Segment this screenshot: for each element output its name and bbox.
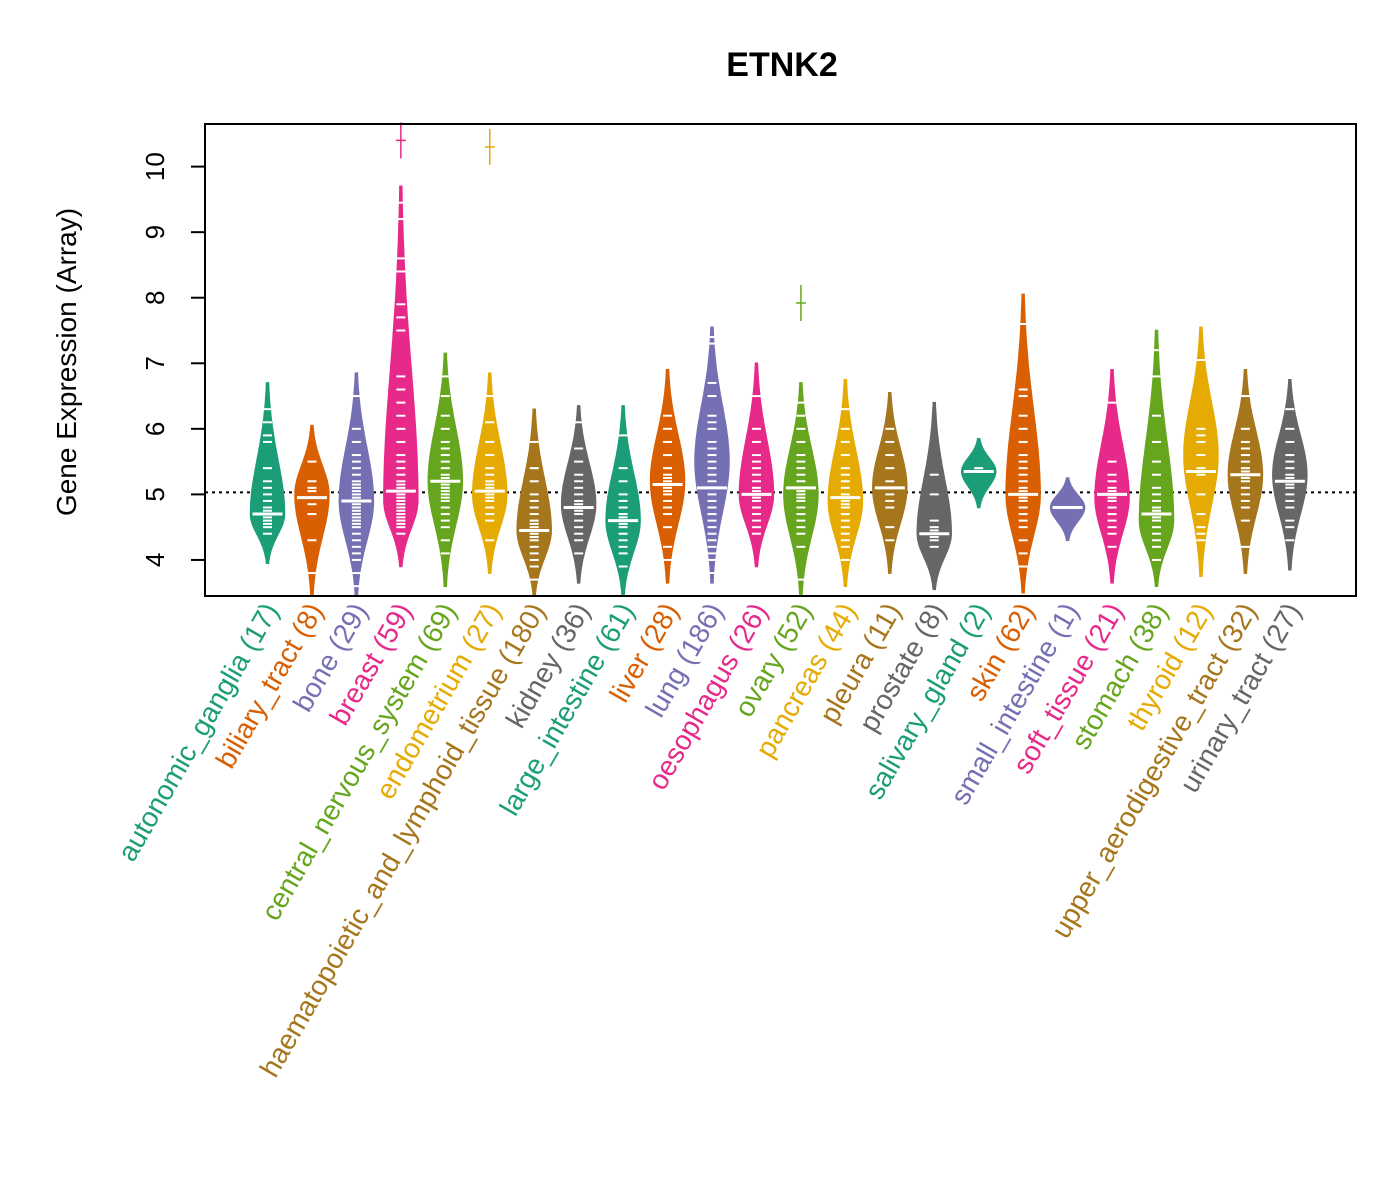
violin-small_intestine — [1049, 477, 1086, 542]
violin-urinary_tract — [1272, 378, 1308, 571]
violin-kidney — [560, 405, 597, 584]
violin-prostate — [916, 401, 952, 591]
violin-autonomic_ganglia — [249, 382, 286, 564]
violin-skin — [1005, 293, 1041, 594]
violin-bone — [338, 372, 375, 597]
y-tick-label: 9 — [140, 225, 170, 239]
y-axis-label: Gene Expression (Array) — [51, 208, 82, 516]
violin-liver — [649, 369, 686, 584]
violin-large_intestine — [605, 405, 641, 597]
y-tick-label: 7 — [140, 356, 170, 370]
violin-biliary_tract — [294, 424, 330, 597]
y-tick-label: 10 — [140, 152, 170, 181]
violin-haematopoietic_and_lymphoid_tissue — [516, 408, 552, 597]
violin-endometrium — [472, 128, 508, 574]
violin-lung — [694, 326, 730, 584]
violin-pleura — [872, 392, 908, 574]
violin-salivary_gland — [960, 437, 997, 509]
violin-oesophagus — [738, 362, 775, 568]
violin-stomach — [1138, 329, 1175, 587]
violin-pancreas — [827, 378, 864, 587]
violin-ovary — [783, 284, 819, 597]
y-tick-label: 8 — [140, 290, 170, 304]
violin-upper_aerodigestive_tract — [1227, 369, 1264, 574]
y-tick-label: 4 — [140, 553, 170, 567]
plot-frame — [204, 123, 1357, 597]
violin-thyroid — [1183, 326, 1219, 578]
violin-soft_tissue — [1094, 369, 1130, 584]
violin-central_nervous_system — [427, 352, 464, 587]
y-tick-label: 6 — [140, 422, 170, 436]
violin-breast — [383, 122, 419, 568]
chart-title: ETNK2 — [726, 46, 837, 84]
y-tick-label: 5 — [140, 487, 170, 501]
